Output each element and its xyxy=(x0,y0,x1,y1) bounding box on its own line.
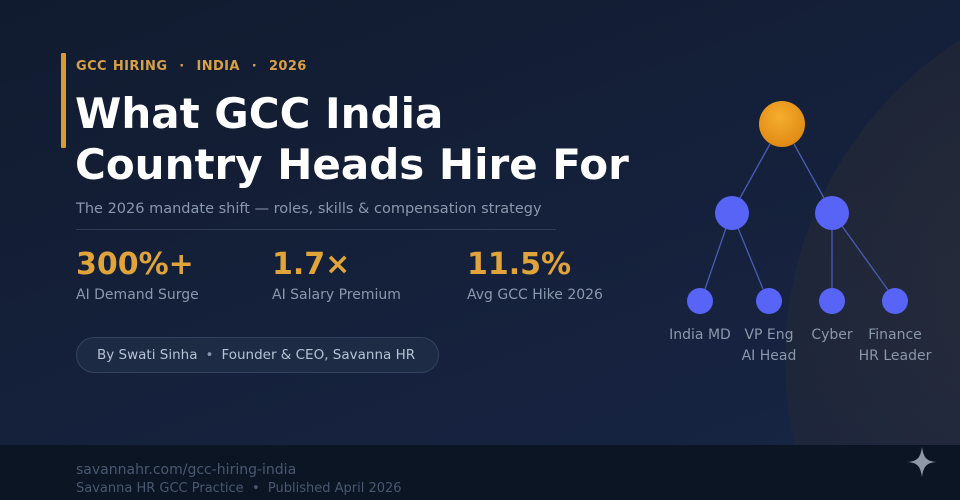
stat-value: 11.5% xyxy=(467,247,572,282)
org-leaf-node-vp-eng xyxy=(756,288,782,314)
org-mid-node-left xyxy=(715,196,749,230)
author-separator: • xyxy=(205,347,214,363)
subtitle: The 2026 mandate shift — roles, skills &… xyxy=(76,201,542,217)
org-chart-edges xyxy=(704,143,889,291)
sparkle-icon xyxy=(907,447,937,477)
stat-value: 300%+ xyxy=(76,247,194,282)
org-label-india-md: India MD xyxy=(660,325,740,346)
org-label-finance: Finance HR Leader xyxy=(850,325,940,367)
footer: savannahr.com/gcc-hiring-india Savanna H… xyxy=(0,445,960,500)
eyebrow-year: 2026 xyxy=(268,59,307,74)
stat-label: AI Salary Premium xyxy=(272,287,401,303)
eyebrow-tag: GCC HIRING · INDIA · 2026 xyxy=(76,59,307,74)
page-title: What GCC India Country Heads Hire For xyxy=(75,88,629,190)
stat-avg-hike: 11.5% Avg GCC Hike 2026 xyxy=(467,247,603,303)
org-root-node xyxy=(759,101,805,147)
footer-org: Savanna HR GCC Practice xyxy=(76,481,244,496)
org-mid-node-right xyxy=(815,196,849,230)
org-label-line: Cyber xyxy=(811,327,853,343)
org-label-line: AI Head xyxy=(741,348,797,364)
stat-ai-demand: 300%+ AI Demand Surge xyxy=(76,247,199,303)
org-leaf-node-finance xyxy=(882,288,908,314)
org-label-line: HR Leader xyxy=(858,348,932,364)
author-role: Founder & CEO, Savanna HR xyxy=(221,347,416,363)
divider xyxy=(76,229,556,230)
footer-separator: • xyxy=(251,481,260,496)
title-line-2: Country Heads Hire For xyxy=(75,140,629,189)
stat-label: AI Demand Surge xyxy=(76,287,199,303)
footer-published: Published April 2026 xyxy=(267,481,402,496)
accent-bar xyxy=(61,53,66,148)
stat-value: 1.7× xyxy=(272,247,351,282)
org-label-line: India MD xyxy=(669,327,731,343)
stat-label: Avg GCC Hike 2026 xyxy=(467,287,603,303)
org-label-cyber: Cyber xyxy=(802,325,862,346)
footer-meta: Savanna HR GCC Practice • Published Apri… xyxy=(76,481,402,496)
org-leaf-node-cyber xyxy=(819,288,845,314)
banner-canvas: GCC HIRING · INDIA · 2026 What GCC India… xyxy=(0,0,960,445)
org-label-vp-eng: VP Eng AI Head xyxy=(729,325,809,367)
author-name: By Swati Sinha xyxy=(97,347,198,363)
title-line-1: What GCC India xyxy=(75,89,444,138)
eyebrow-separator: · xyxy=(179,59,185,74)
author-pill: By Swati Sinha • Founder & CEO, Savanna HR xyxy=(76,337,439,373)
org-label-line: VP Eng xyxy=(744,327,794,343)
stat-salary-premium: 1.7× AI Salary Premium xyxy=(272,247,401,303)
eyebrow-separator: · xyxy=(251,59,258,74)
org-leaf-node-india-md xyxy=(687,288,713,314)
eyebrow-topic: GCC HIRING xyxy=(76,59,168,74)
eyebrow-region: INDIA xyxy=(196,59,240,74)
footer-url[interactable]: savannahr.com/gcc-hiring-india xyxy=(76,462,297,478)
org-chart-diagram xyxy=(687,101,908,314)
org-label-line: Finance xyxy=(868,327,922,343)
